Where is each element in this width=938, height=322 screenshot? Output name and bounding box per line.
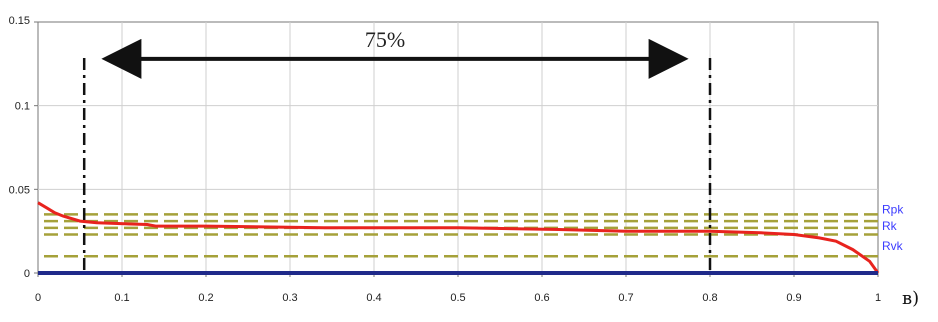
- y-tick-label: 0.15: [9, 15, 30, 27]
- y-tick-label: 0.1: [15, 101, 30, 113]
- x-tick-label: 0.9: [786, 292, 801, 304]
- panel-label: в): [902, 288, 919, 309]
- x-tick-label: 1: [875, 292, 881, 304]
- y-tick-label: 0: [24, 268, 30, 280]
- x-tick-label: 0.7: [618, 292, 633, 304]
- y-axis-ticks: 0 0.05 0.1 0.15: [9, 15, 38, 280]
- right-labels: Rpk Rk Rvk: [882, 202, 904, 253]
- x-tick-label: 0.4: [366, 292, 381, 304]
- span-label: 75%: [365, 27, 405, 52]
- x-tick-label: 0.1: [114, 292, 129, 304]
- y-tick-label: 0.05: [9, 184, 30, 196]
- param-label: Rpk: [882, 202, 904, 216]
- x-axis-ticks: 0 0.1 0.2 0.3 0.4 0.5 0.6 0.7 0.8 0.9 1: [35, 273, 881, 304]
- series-group: [37, 201, 880, 275]
- x-tick-label: 0: [35, 292, 41, 304]
- x-tick-label: 0.5: [450, 292, 465, 304]
- x-tick-label: 0.8: [702, 292, 717, 304]
- param-label: Rk: [882, 219, 898, 233]
- x-tick-label: 0.2: [198, 292, 213, 304]
- param-label: Rvk: [882, 239, 904, 253]
- bearing-ratio-curve: [37, 201, 880, 274]
- vertical-markers: [82, 58, 712, 275]
- annotations: 75%: [101, 27, 689, 79]
- x-tick-label: 0.3: [282, 292, 297, 304]
- x-tick-label: 0.6: [534, 292, 549, 304]
